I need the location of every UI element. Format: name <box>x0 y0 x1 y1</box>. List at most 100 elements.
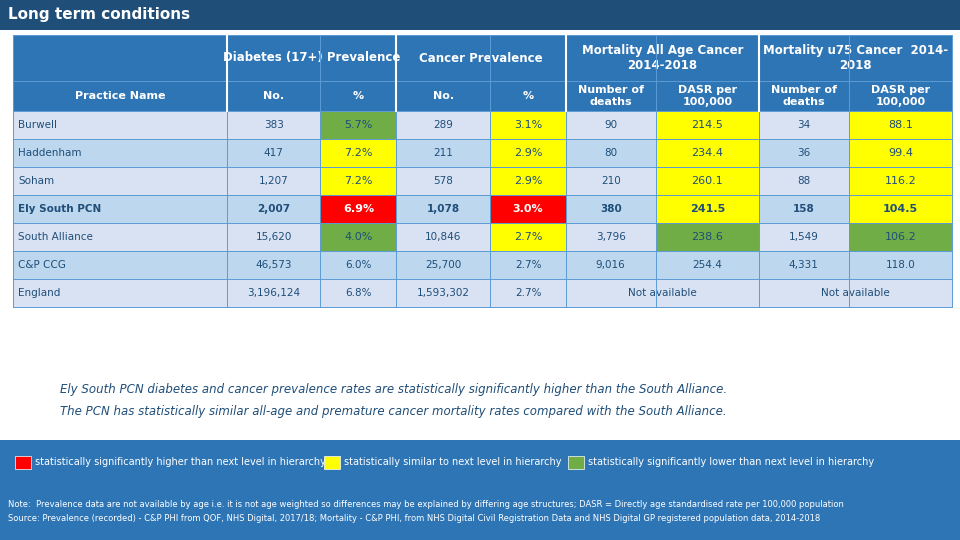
Text: England: England <box>18 288 60 298</box>
Text: %: % <box>353 91 364 101</box>
Text: 238.6: 238.6 <box>691 232 723 242</box>
Text: Number of
deaths: Number of deaths <box>578 85 644 107</box>
Text: No.: No. <box>433 91 454 101</box>
Text: Source: Prevalence (recorded) - C&P PHI from QOF, NHS Digital, 2017/18; Mortalit: Source: Prevalence (recorded) - C&P PHI … <box>8 514 820 523</box>
Text: 7.2%: 7.2% <box>344 148 372 158</box>
Text: 2.9%: 2.9% <box>514 176 542 186</box>
Text: %: % <box>522 91 534 101</box>
FancyBboxPatch shape <box>656 139 759 167</box>
FancyBboxPatch shape <box>849 223 952 251</box>
FancyBboxPatch shape <box>321 167 396 195</box>
Text: 2,007: 2,007 <box>257 204 290 214</box>
Text: 2.7%: 2.7% <box>515 288 541 298</box>
FancyBboxPatch shape <box>13 139 952 167</box>
Text: 254.4: 254.4 <box>692 260 722 270</box>
FancyBboxPatch shape <box>15 456 31 469</box>
Text: 104.5: 104.5 <box>883 204 918 214</box>
Text: 2.9%: 2.9% <box>514 148 542 158</box>
Text: 260.1: 260.1 <box>691 176 723 186</box>
Text: 383: 383 <box>264 120 283 130</box>
FancyBboxPatch shape <box>491 139 566 167</box>
Text: 234.4: 234.4 <box>691 148 723 158</box>
Text: 10,846: 10,846 <box>425 232 462 242</box>
Text: 36: 36 <box>797 148 810 158</box>
Text: 15,620: 15,620 <box>255 232 292 242</box>
Text: 1,207: 1,207 <box>259 176 288 186</box>
FancyBboxPatch shape <box>0 365 960 440</box>
Text: Long term conditions: Long term conditions <box>8 8 190 23</box>
Text: Mortality All Age Cancer
2014-2018: Mortality All Age Cancer 2014-2018 <box>582 44 743 72</box>
Text: Soham: Soham <box>18 176 54 186</box>
Text: Diabetes (17+) Prevalence: Diabetes (17+) Prevalence <box>223 51 400 64</box>
Text: 241.5: 241.5 <box>689 204 725 214</box>
FancyBboxPatch shape <box>321 195 396 223</box>
FancyBboxPatch shape <box>13 223 952 251</box>
Text: 6.9%: 6.9% <box>343 204 374 214</box>
Text: 211: 211 <box>433 148 453 158</box>
FancyBboxPatch shape <box>849 167 952 195</box>
Text: Note:  Prevalence data are not available by age i.e. it is not age weighted so d: Note: Prevalence data are not available … <box>8 500 844 509</box>
Text: Number of
deaths: Number of deaths <box>771 85 837 107</box>
Text: 7.2%: 7.2% <box>344 176 372 186</box>
Text: Ely South PCN diabetes and cancer prevalence rates are statistically significant: Ely South PCN diabetes and cancer preval… <box>60 383 727 396</box>
FancyBboxPatch shape <box>491 223 566 251</box>
Text: Cancer Prevalence: Cancer Prevalence <box>420 51 543 64</box>
Text: Practice Name: Practice Name <box>75 91 165 101</box>
Text: 80: 80 <box>604 148 617 158</box>
Text: 1,549: 1,549 <box>789 232 819 242</box>
Text: 88.1: 88.1 <box>888 120 913 130</box>
Text: 158: 158 <box>793 204 815 214</box>
Text: 46,573: 46,573 <box>255 260 292 270</box>
Text: 380: 380 <box>600 204 622 214</box>
FancyBboxPatch shape <box>566 279 759 307</box>
FancyBboxPatch shape <box>849 195 952 223</box>
Text: Not available: Not available <box>821 288 890 298</box>
FancyBboxPatch shape <box>656 111 759 139</box>
FancyBboxPatch shape <box>491 195 566 223</box>
FancyBboxPatch shape <box>849 139 952 167</box>
Text: 3.0%: 3.0% <box>513 204 543 214</box>
FancyBboxPatch shape <box>0 30 960 365</box>
Text: 99.4: 99.4 <box>888 148 913 158</box>
Text: 2.7%: 2.7% <box>514 232 542 242</box>
Text: statistically similar to next level in hierarchy: statistically similar to next level in h… <box>344 457 562 467</box>
Text: 6.0%: 6.0% <box>346 260 372 270</box>
FancyBboxPatch shape <box>324 456 340 469</box>
Text: 1,593,302: 1,593,302 <box>417 288 469 298</box>
Text: 118.0: 118.0 <box>885 260 915 270</box>
Text: DASR per
100,000: DASR per 100,000 <box>678 85 737 107</box>
Text: 90: 90 <box>604 120 617 130</box>
Text: 6.8%: 6.8% <box>346 288 372 298</box>
FancyBboxPatch shape <box>0 440 960 540</box>
FancyBboxPatch shape <box>656 223 759 251</box>
Text: 578: 578 <box>433 176 453 186</box>
FancyBboxPatch shape <box>13 279 952 307</box>
Text: Ely South PCN: Ely South PCN <box>18 204 101 214</box>
FancyBboxPatch shape <box>13 251 952 279</box>
FancyBboxPatch shape <box>13 35 952 111</box>
Text: C&P CCG: C&P CCG <box>18 260 66 270</box>
FancyBboxPatch shape <box>321 223 396 251</box>
Text: 88: 88 <box>797 176 810 186</box>
Text: 34: 34 <box>797 120 810 130</box>
FancyBboxPatch shape <box>491 167 566 195</box>
Text: statistically significantly higher than next level in hierarchy: statistically significantly higher than … <box>35 457 325 467</box>
Text: 289: 289 <box>433 120 453 130</box>
Text: Mortality u75 Cancer  2014-
2018: Mortality u75 Cancer 2014- 2018 <box>763 44 948 72</box>
Text: 417: 417 <box>264 148 283 158</box>
FancyBboxPatch shape <box>568 456 585 469</box>
FancyBboxPatch shape <box>13 111 952 139</box>
FancyBboxPatch shape <box>656 167 759 195</box>
FancyBboxPatch shape <box>13 167 952 195</box>
FancyBboxPatch shape <box>321 111 396 139</box>
Text: 2.7%: 2.7% <box>515 260 541 270</box>
Text: 4,331: 4,331 <box>789 260 819 270</box>
Text: 106.2: 106.2 <box>884 232 916 242</box>
Text: 4.0%: 4.0% <box>345 232 372 242</box>
Text: Not available: Not available <box>628 288 697 298</box>
FancyBboxPatch shape <box>656 195 759 223</box>
Text: 5.7%: 5.7% <box>345 120 372 130</box>
FancyBboxPatch shape <box>321 139 396 167</box>
Text: statistically significantly lower than next level in hierarchy: statistically significantly lower than n… <box>588 457 875 467</box>
FancyBboxPatch shape <box>849 111 952 139</box>
